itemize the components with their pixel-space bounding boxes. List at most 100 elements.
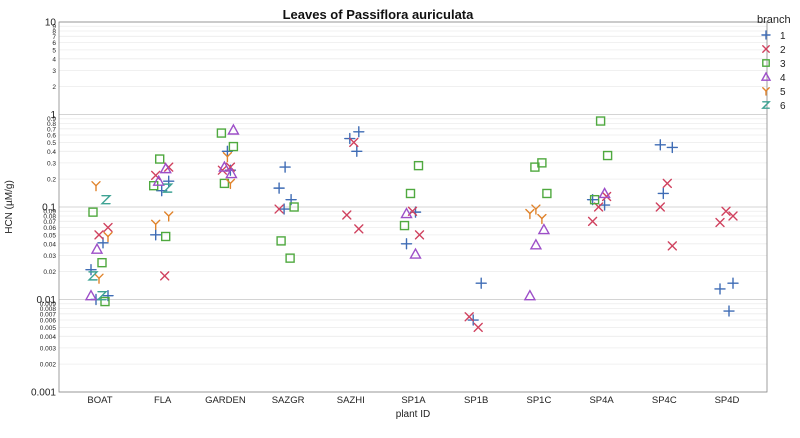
data-point-branch-2 [715, 217, 725, 228]
y-tick-label: 0.04 [43, 241, 56, 248]
y-tick-label: 0.2 [47, 177, 56, 184]
data-point-branch-3 [100, 296, 110, 307]
data-point-branch-1 [666, 141, 678, 154]
chart-title: Leaves of Passiflora auriculata [283, 7, 475, 22]
legend-label-6: 6 [780, 101, 786, 112]
x-axis: BOAT FLA GARDEN SAZGR SAZHI SP1A SP1B SP1C SP4A S… [87, 395, 739, 406]
data-point-branch-2 [349, 137, 359, 148]
y-tick-label: 0.09 [43, 209, 56, 216]
data-point-branch-2 [728, 211, 738, 221]
data-point-branch-5 [531, 204, 541, 215]
data-point-branch-3 [589, 194, 600, 205]
x-tick-label: SP1A [401, 395, 426, 406]
data-point-branch-4 [537, 223, 551, 235]
data-point-branch-1 [657, 187, 669, 200]
legend: branch 1 2 3 4 5 6 [757, 14, 791, 112]
y-tick-label: 4 [52, 56, 56, 63]
data-point-branch-3 [289, 202, 299, 212]
y-tick-label: 0.9 [47, 116, 56, 123]
y-tick-label: 0.05 [43, 232, 56, 239]
data-point-branch-2 [721, 206, 731, 216]
legend-marker-2 [762, 45, 770, 53]
data-point-branch-2 [414, 230, 425, 240]
data-point-branch-2 [655, 202, 665, 212]
legend-title: branch [757, 14, 791, 26]
data-point-branch-5 [163, 211, 174, 222]
data-point-branch-2 [587, 216, 598, 227]
data-point-branch-3 [216, 128, 227, 138]
data-point-branch-1 [351, 145, 363, 158]
plot-frame [58, 21, 768, 393]
data-point-branch-3 [88, 207, 98, 217]
y-axis: 109876543210.90.80.70.60.50.40.30.20.10.… [31, 18, 56, 399]
data-point-branch-4 [152, 174, 165, 186]
y-tick-label: 0.06 [43, 225, 56, 232]
data-point-branch-2 [103, 222, 113, 233]
y-tick-label: 2 [52, 84, 56, 91]
y-tick-label: 3 [52, 68, 56, 75]
data-point-branch-2 [225, 162, 236, 172]
data-point-branch-3 [413, 160, 424, 171]
y-tick-label: 1 [50, 110, 56, 121]
data-point-branch-1 [279, 161, 291, 173]
data-point-branch-2 [217, 165, 228, 175]
y-tick-label: 8 [52, 28, 56, 35]
data-point-branch-2 [473, 322, 483, 333]
y-tick-label: 0.008 [40, 306, 57, 313]
data-point-branch-3 [530, 162, 540, 172]
data-point-branch-3 [276, 236, 286, 246]
data-point-branch-6 [100, 194, 112, 205]
y-tick-label: 0.07 [43, 219, 56, 226]
legend-marker-5 [762, 87, 770, 96]
data-point-branch-2 [464, 312, 474, 322]
data-point-branch-3 [154, 154, 165, 164]
data-point-branch-4 [227, 123, 240, 135]
y-tick-label: 0.08 [43, 213, 56, 220]
legend-label-5: 5 [780, 87, 786, 98]
data-point-branch-4 [529, 238, 543, 250]
data-point-branch-5 [525, 208, 535, 220]
x-tick-label: SAZHI [337, 395, 365, 406]
y-tick-label: 0.01 [37, 295, 57, 306]
y-tick-label: 0.007 [40, 311, 57, 318]
data-point-branch-1 [353, 126, 365, 138]
legend-label-4: 4 [780, 73, 786, 84]
data-point-branch-4 [409, 247, 422, 259]
data-points [84, 116, 739, 333]
y-tick-label: 0.6 [47, 133, 56, 140]
y-tick-label: 0.003 [40, 345, 57, 352]
x-tick-label: SP4D [715, 395, 740, 406]
y-tick-label: 0.5 [47, 140, 56, 147]
data-point-branch-3 [399, 220, 410, 231]
data-point-branch-6 [162, 183, 174, 193]
legend-marker-1 [761, 30, 771, 40]
data-point-branch-3 [602, 150, 613, 161]
y-tick-label: 0.005 [40, 325, 57, 332]
data-point-branch-1 [714, 283, 726, 295]
data-point-branch-6 [87, 271, 99, 281]
data-point-branch-1 [723, 305, 735, 317]
y-tick-label: 7 [52, 34, 56, 41]
data-point-branch-2 [342, 210, 352, 220]
data-point-branch-3 [219, 178, 230, 189]
data-point-branch-3 [285, 253, 295, 263]
y-tick-label: 0.03 [43, 253, 56, 260]
data-point-branch-4 [218, 160, 231, 172]
x-axis-label: plant ID [396, 409, 430, 420]
data-point-branch-1 [654, 139, 666, 151]
data-point-branch-1 [85, 263, 97, 276]
data-point-branch-5 [222, 151, 233, 163]
y-tick-label: 0.4 [47, 149, 56, 156]
legend-label-1: 1 [780, 31, 786, 42]
x-tick-label: FLA [154, 395, 172, 406]
data-point-branch-4 [84, 289, 98, 301]
data-point-branch-2 [601, 191, 612, 202]
legend-marker-3 [762, 59, 770, 67]
x-tick-label: BOAT [87, 395, 112, 406]
y-tick-label: 5 [52, 47, 56, 54]
legend-label-3: 3 [780, 59, 786, 70]
y-tick-label: 0.006 [40, 318, 57, 325]
grid-lines [59, 21, 767, 393]
data-point-branch-5 [91, 180, 101, 192]
